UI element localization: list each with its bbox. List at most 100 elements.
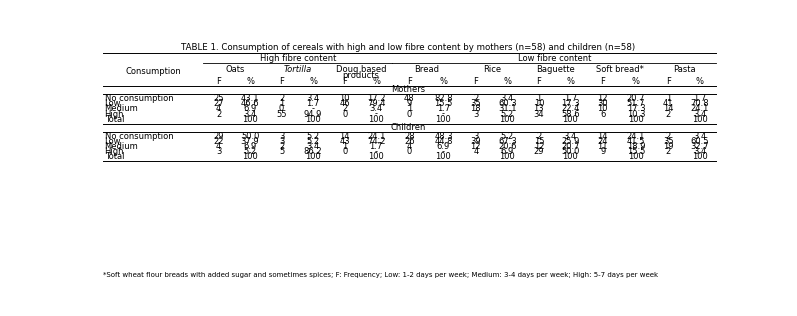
Text: 5.2: 5.2 <box>501 110 514 118</box>
Text: -: - <box>442 147 445 156</box>
Text: 2: 2 <box>279 142 285 151</box>
Text: 25.9: 25.9 <box>561 137 579 146</box>
Text: Pasta: Pasta <box>673 64 696 74</box>
Text: products: products <box>343 71 379 80</box>
Text: 100: 100 <box>436 115 451 124</box>
Text: Low: Low <box>104 99 121 108</box>
Text: 22.4: 22.4 <box>561 105 579 113</box>
Text: 2: 2 <box>536 132 541 141</box>
Text: 48: 48 <box>404 94 414 103</box>
Text: 100: 100 <box>628 115 644 124</box>
Text: Total: Total <box>104 115 124 124</box>
Text: 51.7: 51.7 <box>626 99 646 108</box>
Text: 39: 39 <box>470 137 481 146</box>
Text: 3.4: 3.4 <box>307 142 320 151</box>
Text: 17.2: 17.2 <box>367 94 386 103</box>
Text: 0: 0 <box>342 110 347 118</box>
Text: 0: 0 <box>406 110 412 118</box>
Text: 31.1: 31.1 <box>498 105 516 113</box>
Text: 4: 4 <box>216 105 222 113</box>
Text: 5.2: 5.2 <box>244 147 257 156</box>
Text: 100: 100 <box>242 152 258 161</box>
Text: 2: 2 <box>279 94 285 103</box>
Text: 100: 100 <box>628 152 644 161</box>
Text: 35: 35 <box>663 137 673 146</box>
Text: 14: 14 <box>663 105 673 113</box>
Text: 1.7: 1.7 <box>563 94 577 103</box>
Text: 1.7: 1.7 <box>307 99 320 108</box>
Text: 3.4: 3.4 <box>693 147 706 156</box>
Text: %: % <box>309 77 317 86</box>
Text: 43.1: 43.1 <box>241 94 259 103</box>
Text: 94.9: 94.9 <box>304 110 322 118</box>
Text: 14: 14 <box>340 132 350 141</box>
Text: Tortilla: Tortilla <box>284 64 312 74</box>
Text: 46.6: 46.6 <box>241 99 259 108</box>
Text: 86.2: 86.2 <box>304 147 323 156</box>
Text: %: % <box>372 77 380 86</box>
Text: 4: 4 <box>406 142 412 151</box>
Text: 29: 29 <box>534 147 544 156</box>
Text: Low fibre content: Low fibre content <box>517 54 591 63</box>
Text: 3.4: 3.4 <box>693 132 706 141</box>
Text: 0: 0 <box>406 147 412 156</box>
Text: 67.3: 67.3 <box>498 137 516 146</box>
Text: 41.5: 41.5 <box>626 137 646 146</box>
Text: 2: 2 <box>665 147 671 156</box>
Text: %: % <box>439 77 447 86</box>
Text: 6.9: 6.9 <box>243 105 257 113</box>
Text: High: High <box>104 147 124 156</box>
Text: 24.1: 24.1 <box>626 132 646 141</box>
Text: 27: 27 <box>214 99 224 108</box>
Text: -: - <box>375 110 378 118</box>
Text: F: F <box>407 77 412 86</box>
Text: 1: 1 <box>406 105 412 113</box>
Text: 60.3: 60.3 <box>498 99 516 108</box>
Text: 55: 55 <box>277 110 287 118</box>
Text: 60.5: 60.5 <box>691 137 709 146</box>
Text: Children: Children <box>391 123 426 132</box>
Text: 15: 15 <box>534 137 544 146</box>
Text: 100: 100 <box>436 152 451 161</box>
Text: 100: 100 <box>500 152 515 161</box>
Text: 1: 1 <box>342 142 347 151</box>
Text: High: High <box>104 110 124 118</box>
Text: 3.4: 3.4 <box>693 110 706 118</box>
Text: 17.3: 17.3 <box>561 99 579 108</box>
Text: 2: 2 <box>473 94 478 103</box>
Text: F: F <box>600 77 605 86</box>
Text: 18: 18 <box>470 105 481 113</box>
Text: High fibre content: High fibre content <box>260 54 336 63</box>
Text: 100: 100 <box>500 115 515 124</box>
Text: 34: 34 <box>533 110 544 118</box>
Text: 9: 9 <box>406 99 412 108</box>
Text: 3: 3 <box>279 132 285 141</box>
Text: Medium: Medium <box>104 142 139 151</box>
Text: 3.4: 3.4 <box>307 94 320 103</box>
Text: 46: 46 <box>340 99 350 108</box>
Text: No consumption: No consumption <box>104 132 173 141</box>
Text: 3.4: 3.4 <box>501 94 514 103</box>
Text: 2: 2 <box>342 105 347 113</box>
Text: %: % <box>246 77 254 86</box>
Text: 3.4: 3.4 <box>370 105 383 113</box>
Text: 79.4: 79.4 <box>367 99 386 108</box>
Text: 50.0: 50.0 <box>561 147 579 156</box>
Text: 70.8: 70.8 <box>690 99 709 108</box>
Text: 12: 12 <box>598 94 608 103</box>
Text: -: - <box>375 147 378 156</box>
Text: F: F <box>216 77 221 86</box>
Text: 15.5: 15.5 <box>434 99 453 108</box>
Text: 3.4: 3.4 <box>243 110 257 118</box>
Text: Low: Low <box>104 137 121 146</box>
Text: 9: 9 <box>600 147 606 156</box>
Text: 14: 14 <box>598 132 608 141</box>
Text: 1: 1 <box>665 94 671 103</box>
Text: F: F <box>342 77 347 86</box>
Text: 5.2: 5.2 <box>307 137 320 146</box>
Text: F: F <box>473 77 478 86</box>
Text: Baguette: Baguette <box>536 64 575 74</box>
Text: Mothers: Mothers <box>391 86 426 94</box>
Text: 100: 100 <box>692 115 708 124</box>
Text: 2: 2 <box>665 132 671 141</box>
